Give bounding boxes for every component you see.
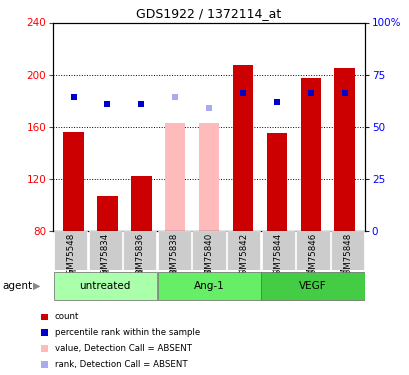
Text: Ang-1: Ang-1: [193, 281, 224, 291]
Bar: [123, 231, 156, 270]
Bar: [232, 65, 252, 231]
Text: untreated: untreated: [79, 281, 130, 291]
Text: agent: agent: [2, 281, 32, 291]
Text: rank, Detection Call = ABSENT: rank, Detection Call = ABSENT: [54, 360, 187, 369]
Bar: [131, 176, 151, 231]
Text: ▶: ▶: [33, 281, 40, 291]
Bar: [330, 231, 363, 270]
Bar: [88, 231, 121, 270]
Title: GDS1922 / 1372114_at: GDS1922 / 1372114_at: [136, 7, 281, 20]
Bar: [261, 272, 364, 300]
Text: GSM75844: GSM75844: [273, 233, 282, 280]
Bar: [165, 123, 185, 231]
Text: VEGF: VEGF: [299, 281, 326, 291]
Bar: [334, 68, 354, 231]
Bar: [192, 231, 225, 270]
Bar: [266, 133, 286, 231]
Text: value, Detection Call = ABSENT: value, Detection Call = ABSENT: [54, 344, 191, 353]
Bar: [54, 272, 157, 300]
Bar: [198, 123, 219, 231]
Bar: [227, 231, 260, 270]
Bar: [97, 195, 117, 231]
Bar: [63, 132, 83, 231]
Text: GSM75548: GSM75548: [66, 233, 75, 280]
Text: GSM75836: GSM75836: [135, 233, 144, 280]
Text: GSM75834: GSM75834: [101, 233, 110, 280]
Text: GSM75846: GSM75846: [308, 233, 317, 280]
Bar: [261, 231, 294, 270]
Bar: [300, 78, 320, 231]
Text: GSM75848: GSM75848: [342, 233, 351, 280]
Text: GSM75840: GSM75840: [204, 233, 213, 280]
Bar: [157, 231, 191, 270]
Text: GSM75842: GSM75842: [238, 233, 247, 280]
Bar: [54, 231, 87, 270]
Text: count: count: [54, 312, 79, 321]
Bar: [296, 231, 329, 270]
Bar: [157, 272, 260, 300]
Text: GSM75838: GSM75838: [170, 233, 179, 280]
Text: percentile rank within the sample: percentile rank within the sample: [54, 328, 199, 337]
